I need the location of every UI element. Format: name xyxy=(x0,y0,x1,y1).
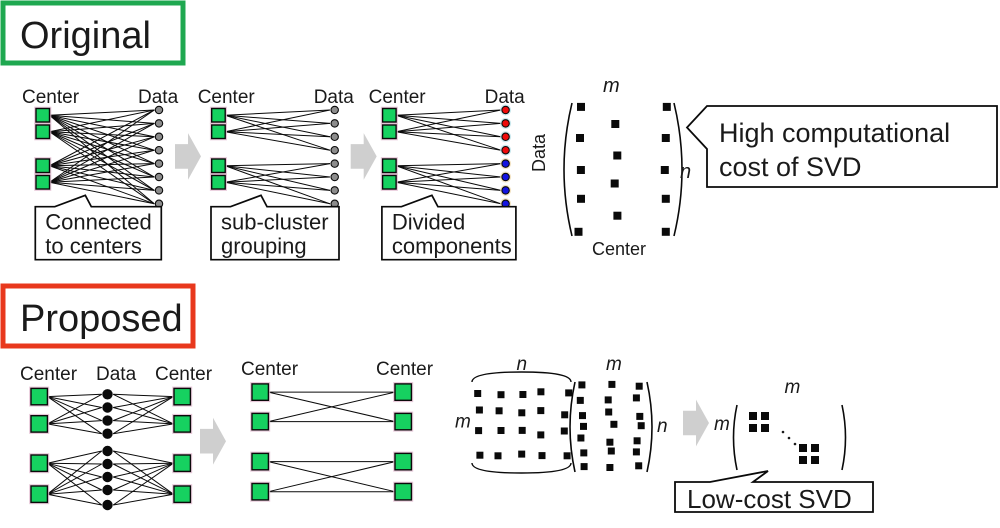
svg-text:Data: Data xyxy=(138,87,179,108)
svg-text:Center: Center xyxy=(241,359,299,380)
svg-text:Center: Center xyxy=(592,239,646,259)
svg-text:m: m xyxy=(785,377,801,398)
svg-text:Divided: Divided xyxy=(392,210,465,235)
svg-text:m: m xyxy=(606,354,622,375)
svg-text:Connected: Connected xyxy=(45,210,151,235)
svg-text:Data: Data xyxy=(314,87,355,108)
svg-text:cost of SVD: cost of SVD xyxy=(719,152,862,182)
svg-text:Center: Center xyxy=(198,87,256,108)
svg-text:Low-cost SVD: Low-cost SVD xyxy=(687,484,852,514)
svg-text:n: n xyxy=(680,161,691,183)
svg-text:Center: Center xyxy=(22,87,80,108)
svg-text:n: n xyxy=(517,354,528,375)
svg-text:Center: Center xyxy=(376,359,434,380)
svg-text:Center: Center xyxy=(369,87,427,108)
svg-text:Center: Center xyxy=(155,364,213,385)
svg-text:Data: Data xyxy=(529,133,549,172)
svg-text:components: components xyxy=(392,234,512,259)
svg-text:n: n xyxy=(657,416,668,437)
svg-text:sub-cluster: sub-cluster xyxy=(221,210,329,235)
svg-text:m: m xyxy=(603,75,620,97)
svg-text:m: m xyxy=(455,412,471,433)
svg-text:Proposed: Proposed xyxy=(20,298,183,340)
svg-text:to centers: to centers xyxy=(45,234,142,259)
svg-text:Data: Data xyxy=(96,364,137,385)
svg-text:grouping: grouping xyxy=(221,234,307,259)
svg-text:Original: Original xyxy=(20,15,151,57)
svg-text:High computational: High computational xyxy=(719,118,950,148)
svg-text:m: m xyxy=(714,414,730,435)
svg-text:Center: Center xyxy=(20,364,78,385)
